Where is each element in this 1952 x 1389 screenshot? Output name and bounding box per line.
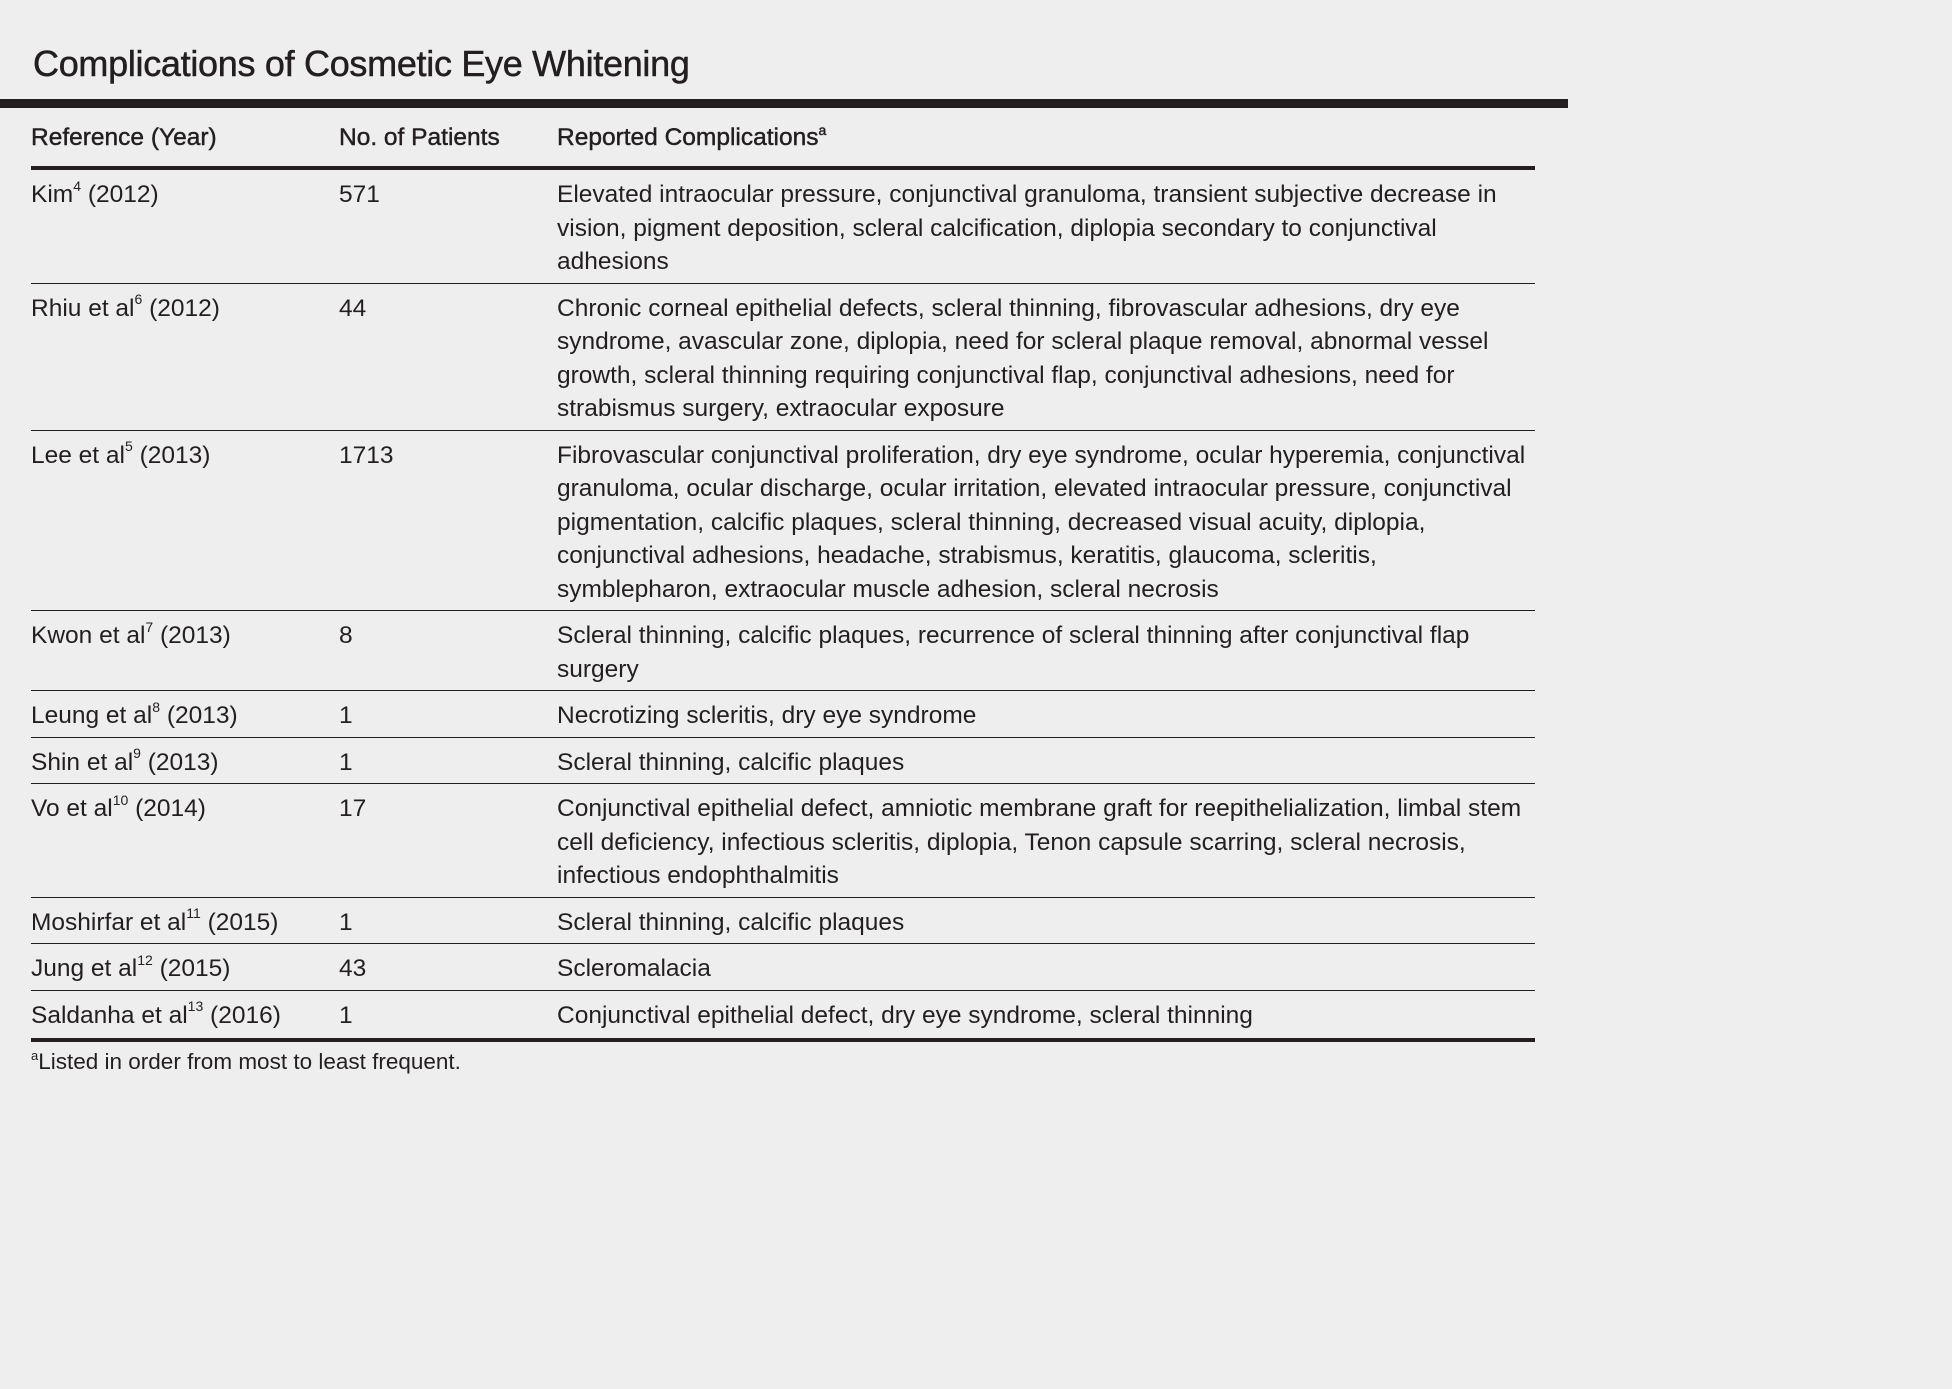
complications-cell: Conjunctival epithelial defect, amniotic…	[557, 783, 1535, 898]
year: (2014)	[135, 795, 206, 822]
author: Vo et al	[31, 795, 113, 822]
citation-number: 5	[125, 438, 133, 455]
header-complications: Reported Complicationsa	[557, 108, 1535, 170]
author: Rhiu et al	[31, 294, 135, 322]
table-row: Vo et al10 (2014) 17 Conjunctival epithe…	[31, 783, 1535, 898]
table-footnote: aListed in order from most to least freq…	[31, 1047, 461, 1077]
header-patients-label: No. of Patients	[339, 124, 500, 151]
citation-number: 7	[145, 618, 154, 635]
reference-cell: Leung et al8 (2013)	[31, 690, 339, 738]
footnote-text: Listed in order from most to least frequ…	[38, 1049, 461, 1074]
author: Saldanha et al	[31, 1001, 188, 1029]
complications-cell: Fibrovascular conjunctival proliferation…	[557, 430, 1535, 611]
patients-cell: 43	[339, 943, 557, 991]
citation-number: 4	[73, 177, 81, 194]
complications-table-container: Reference (Year) No. of Patients Reporte…	[31, 108, 1535, 1042]
author: Moshirfar et al	[31, 908, 187, 936]
patients-cell: 1	[339, 897, 557, 944]
patients-cell: 17	[339, 783, 557, 898]
table-row: Kwon et al7 (2013) 8 Scleral thinning, c…	[31, 610, 1535, 691]
year: (2012)	[87, 181, 159, 208]
reference-cell: Shin et al9 (2013)	[31, 737, 339, 784]
year: (2012)	[149, 294, 220, 322]
citation-number: 10	[112, 791, 129, 808]
table-row: Moshirfar et al11 (2015) 1 Scleral thinn…	[31, 897, 1535, 944]
complications-cell: Conjunctival epithelial defect, dry eye …	[557, 990, 1535, 1042]
citation-number: 13	[187, 998, 204, 1015]
reference-cell: Vo et al10 (2014)	[31, 783, 339, 898]
table-row: Jung et al12 (2015) 43 Scleromalacia	[31, 943, 1535, 991]
citation-number: 6	[134, 291, 143, 308]
reference-cell: Jung et al12 (2015)	[31, 943, 339, 991]
reference-cell: Rhiu et al6 (2012)	[31, 283, 339, 431]
reference-cell: Lee et al5 (2013)	[31, 430, 339, 611]
patients-cell: 1	[339, 737, 557, 784]
table-body: Kim4 (2012) 571 Elevated intraocular pre…	[31, 168, 1535, 1042]
year: (2013)	[139, 441, 211, 469]
top-rule	[0, 99, 1568, 108]
complications-cell: Scleral thinning, calcific plaques	[557, 737, 1535, 784]
complications-cell: Scleral thinning, calcific plaques	[557, 897, 1535, 944]
header-row: Reference (Year) No. of Patients Reporte…	[31, 108, 1535, 170]
patients-cell: 1	[339, 690, 557, 738]
citation-number: 9	[133, 745, 141, 762]
author: Kwon et al	[31, 622, 146, 649]
header-complications-label: Reported Complications	[557, 124, 819, 151]
table-title: Complications of Cosmetic Eye Whitening	[33, 43, 690, 85]
table-row: Saldanha et al13 (2016) 1 Conjunctival e…	[31, 990, 1535, 1042]
complications-cell: Necrotizing scleritis, dry eye syndrome	[557, 690, 1535, 738]
year: (2013)	[160, 622, 231, 649]
year: (2013)	[147, 748, 219, 776]
reference-cell: Moshirfar et al11 (2015)	[31, 897, 339, 944]
complications-cell: Elevated intraocular pressure, conjuncti…	[557, 168, 1535, 284]
footnote-mark: a	[31, 1047, 39, 1063]
table-row: Lee et al5 (2013) 1713 Fibrovascular con…	[31, 430, 1535, 611]
complications-table: Reference (Year) No. of Patients Reporte…	[31, 108, 1535, 1042]
citation-number: 11	[186, 905, 201, 922]
patients-cell: 8	[339, 610, 557, 691]
author: Leung et al	[31, 702, 153, 729]
year: (2015)	[159, 955, 231, 982]
table-row: Shin et al9 (2013) 1 Scleral thinning, c…	[31, 737, 1535, 784]
reference-cell: Kim4 (2012)	[31, 168, 339, 284]
table-row: Kim4 (2012) 571 Elevated intraocular pre…	[31, 168, 1535, 284]
year: (2016)	[210, 1001, 281, 1029]
year: (2013)	[166, 702, 238, 729]
header-reference: Reference (Year)	[31, 108, 339, 170]
complications-cell: Chronic corneal epithelial defects, scle…	[557, 283, 1535, 431]
citation-number: 12	[137, 951, 153, 968]
citation-number: 8	[152, 698, 161, 715]
author: Shin et al	[31, 748, 134, 776]
table-row: Rhiu et al6 (2012) 44 Chronic corneal ep…	[31, 283, 1535, 431]
footnote-marker: a	[818, 121, 827, 138]
table-row: Leung et al8 (2013) 1 Necrotizing scleri…	[31, 690, 1535, 738]
author: Kim	[31, 181, 74, 208]
complications-cell: Scleromalacia	[557, 943, 1535, 991]
complications-cell: Scleral thinning, calcific plaques, recu…	[557, 610, 1535, 691]
header-reference-label: Reference (Year)	[31, 124, 217, 151]
year: (2015)	[207, 908, 279, 936]
reference-cell: Kwon et al7 (2013)	[31, 610, 339, 691]
header-patients: No. of Patients	[339, 108, 557, 170]
patients-cell: 44	[339, 283, 557, 431]
patients-cell: 571	[339, 168, 557, 284]
author: Jung et al	[31, 955, 138, 982]
patients-cell: 1713	[339, 430, 557, 611]
patients-cell: 1	[339, 990, 557, 1042]
reference-cell: Saldanha et al13 (2016)	[31, 990, 339, 1042]
author: Lee et al	[31, 441, 125, 469]
